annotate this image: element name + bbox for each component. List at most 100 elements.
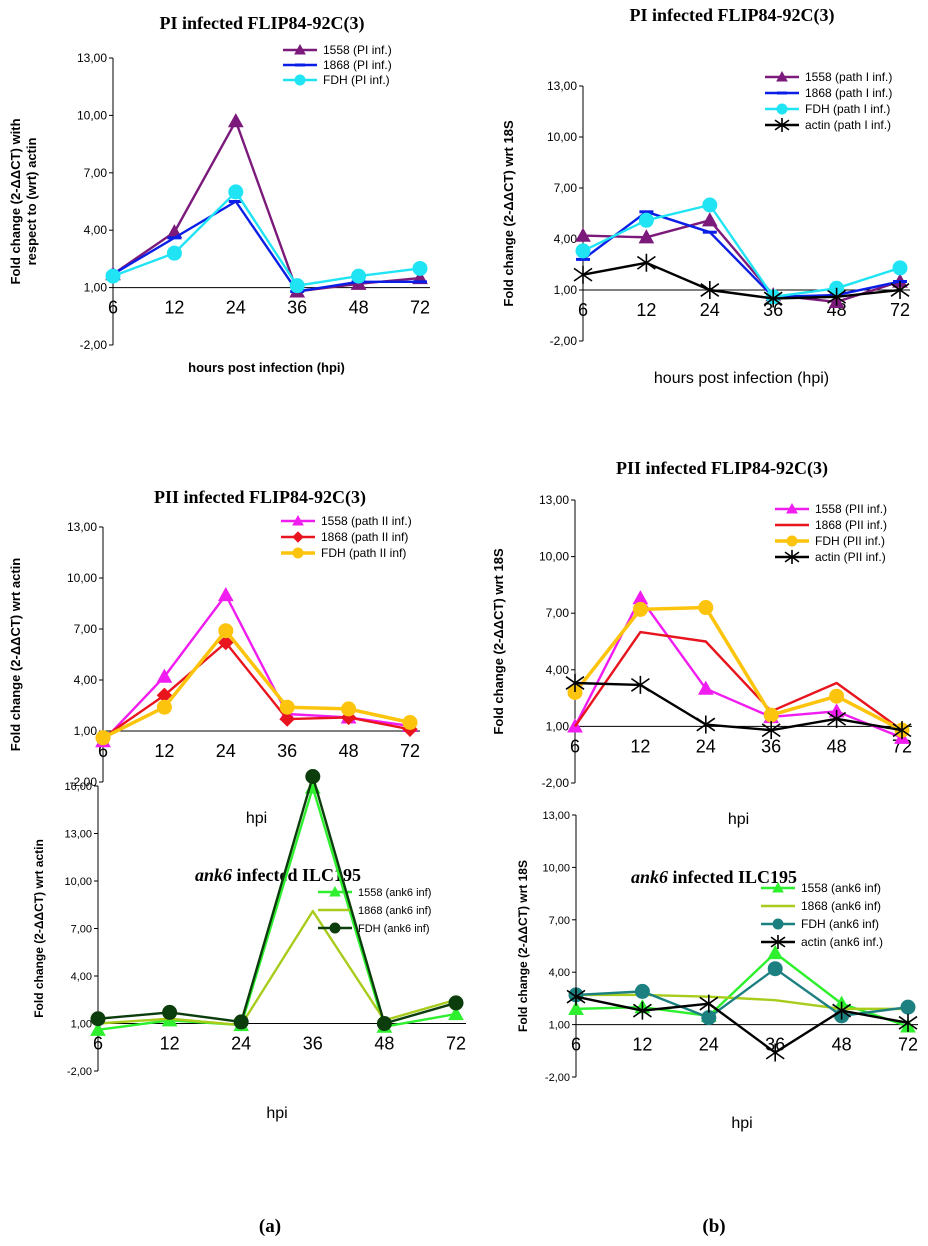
- data-point: [575, 243, 591, 259]
- y-axis-label: Fold change (2-ΔΔCT) wrt 18S: [501, 120, 516, 307]
- data-point: [832, 1001, 852, 1020]
- x-tick-label: 48: [374, 1034, 394, 1054]
- data-point: [630, 675, 650, 694]
- series-line: [102, 641, 411, 739]
- y-tick-label: -2,00: [550, 334, 578, 348]
- legend-label: 1868 (ank6 inf): [358, 905, 431, 917]
- legend-marker: [329, 922, 341, 934]
- x-tick-label: 24: [699, 1035, 719, 1055]
- data-point: [413, 280, 427, 284]
- data-point: [634, 983, 650, 999]
- y-tick-label: -2,00: [542, 776, 570, 790]
- series-line: [575, 995, 909, 1054]
- x-tick-label: 36: [761, 736, 781, 756]
- x-tick-label: 72: [898, 1035, 918, 1055]
- data-point: [698, 600, 714, 616]
- data-point: [228, 200, 243, 203]
- x-tick-label: 6: [93, 1034, 103, 1054]
- data-point: [90, 1021, 106, 1036]
- chart-title: ank6 infected ILC195: [195, 865, 361, 885]
- data-point: [167, 236, 182, 240]
- series-2: 1868 (PII inf.): [574, 518, 903, 732]
- panel-label-b: (b): [702, 1216, 725, 1237]
- y-tick-label: 16,00: [64, 781, 92, 793]
- legend-marker: [772, 881, 784, 893]
- data-point: [228, 184, 244, 200]
- y-axis-label: Fold change (2-ΔΔCT) wrt 18S: [516, 860, 530, 1032]
- data-point: [638, 212, 654, 228]
- chart-title: PII infected FLIP84-92C(3): [154, 487, 366, 508]
- series-line: [573, 596, 903, 739]
- data-point: [95, 730, 111, 746]
- data-point: [763, 289, 783, 308]
- x-axis-label: hpi: [266, 1105, 287, 1122]
- y-tick-label: 1,00: [74, 724, 98, 738]
- series-line: [97, 775, 457, 1025]
- series-4: actin (path I inf.): [573, 118, 910, 308]
- y-tick-label: 7,00: [546, 606, 570, 620]
- legend-marker: [774, 118, 790, 132]
- chart-title-italic: ank6: [195, 865, 232, 885]
- series-line: [582, 261, 901, 300]
- x-tick-label: 6: [98, 741, 108, 761]
- y-tick-label: 4,00: [71, 971, 92, 983]
- chart-title: PI infected FLIP84-92C(3): [160, 13, 365, 34]
- series-3: FDH (PI inf.): [105, 73, 428, 294]
- series-line: [573, 605, 903, 732]
- chart-title: PI infected FLIP84-92C(3): [630, 5, 835, 26]
- chart-3: PII infected FLIP84-92C(3) -2,00 1,00 4,00 7…: [8, 487, 420, 827]
- x-tick-label: 6: [578, 300, 588, 320]
- legend-label: FDH (ank6 inf): [801, 917, 879, 931]
- data-point: [402, 715, 418, 730]
- series-2: 1868 (ank6 inf): [576, 899, 908, 1011]
- y-tick-label: 10,00: [547, 130, 577, 144]
- series-line: [97, 786, 457, 1032]
- y-tick-label: 10,00: [77, 108, 107, 122]
- y-tick-label: 7,00: [554, 181, 578, 195]
- y-tick-label: 1,00: [546, 719, 570, 733]
- x-tick-label: 48: [827, 736, 847, 756]
- x-axis-label: hours post infection (hpi): [188, 360, 345, 375]
- series-line: [574, 681, 903, 732]
- legend-label: FDH (path II inf): [321, 546, 406, 560]
- y-tick-label: 7,00: [74, 622, 98, 636]
- chart-6: ank6 infected ILC195 -2,00 1,00 4,00 7,00 10,…: [516, 810, 918, 1132]
- legend-label: 1558 (path I inf.): [805, 70, 892, 84]
- legend-marker: [294, 74, 306, 86]
- y-tick-label: 13,00: [64, 829, 92, 841]
- data-point: [636, 253, 656, 272]
- x-tick-label: 24: [696, 736, 716, 756]
- y-tick-label: 4,00: [74, 673, 98, 687]
- x-axis-label: hpi: [731, 1115, 752, 1132]
- legend-marker: [292, 514, 304, 526]
- data-point: [351, 268, 367, 284]
- legend-marker: [329, 885, 341, 897]
- y-tick-label: 7,00: [71, 924, 92, 936]
- legend-marker: [776, 103, 788, 115]
- x-tick-label: 48: [339, 741, 359, 761]
- y-axis-label-line: Fold change (2-ΔΔCT) with: [8, 118, 23, 284]
- legend-label: 1558 (ank6 inf): [801, 881, 881, 895]
- data-point: [767, 944, 784, 960]
- legend-marker: [777, 91, 787, 95]
- data-point: [156, 668, 173, 683]
- x-tick-label: 72: [400, 741, 420, 761]
- y-axis-label: Fold change (2-ΔΔCT) wrt actin: [32, 839, 46, 1018]
- data-point: [218, 623, 234, 639]
- x-tick-label: 36: [287, 298, 307, 318]
- x-tick-label: 12: [154, 741, 174, 761]
- series-2: 1868 (PI inf.): [106, 58, 427, 293]
- data-point: [90, 1011, 106, 1027]
- panel-label-a: (a): [259, 1216, 281, 1237]
- data-point: [448, 995, 464, 1011]
- data-point: [829, 688, 845, 704]
- data-point: [412, 260, 428, 276]
- data-point: [900, 999, 916, 1015]
- series-line: [97, 909, 457, 1027]
- legend-label: 1868 (PII inf.): [815, 518, 887, 532]
- series-1: 1558 (PII inf.): [567, 502, 910, 744]
- y-tick-label: 4,00: [84, 223, 108, 237]
- y-tick-label: 4,00: [549, 967, 570, 979]
- data-point: [697, 680, 714, 695]
- y-tick-label: 13,00: [547, 79, 577, 93]
